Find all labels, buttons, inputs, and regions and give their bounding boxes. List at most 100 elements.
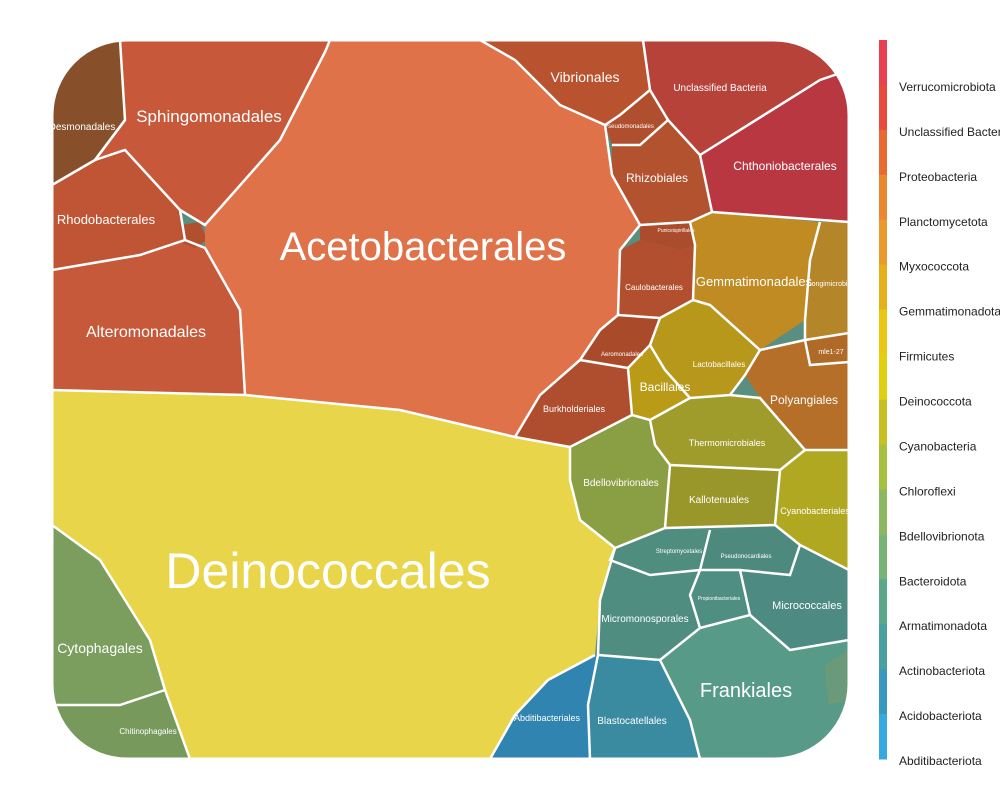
label-chthoniobacterales: Chthoniobacterales: [733, 159, 836, 173]
legend-label: Gemmatimonadota: [899, 305, 1000, 319]
label-sphingomonadales: Sphingomonadales: [136, 107, 282, 126]
label-chitinophagales: Chitinophagales: [119, 727, 176, 736]
legend-label: Abditibacteriota: [899, 754, 982, 768]
label-deinococcales: Deinococcales: [165, 543, 490, 599]
legend-swatch: [879, 174, 887, 221]
cell-burkholderiales[interactable]: [515, 360, 632, 447]
label-streptomycetales: Streptomycetales: [656, 549, 702, 555]
label-unclassified-bacteria: Unclassified Bacteria: [673, 83, 767, 94]
cell-deinococcales[interactable]: [52, 390, 615, 759]
label-pseudonocardiales: Pseudonocardiales: [720, 554, 771, 560]
treemap-area: [52, 40, 849, 759]
legend-swatch: [879, 84, 887, 131]
cell-cyanobacteriales[interactable]: [775, 450, 849, 570]
label-blastocatellales: Blastocatellales: [597, 716, 666, 727]
legend-swatch: [879, 669, 887, 715]
legend-label: Chloroflexi: [899, 484, 956, 498]
label-desmonadales: Desmonadales: [49, 122, 116, 133]
legend-swatch: [879, 129, 887, 176]
cell-blastocatellales[interactable]: [588, 655, 700, 759]
label-puniceispirillales: Puniceispirillales: [658, 228, 695, 234]
cell-chthoniobacterales[interactable]: [700, 70, 849, 222]
legend-label: Proteobacteria: [899, 170, 977, 184]
label-mle1-27: mle1-27: [818, 349, 843, 356]
legend-swatch: [879, 714, 887, 760]
legend-label: Cyanobacteria: [899, 439, 977, 453]
legend-swatch: [879, 40, 887, 86]
cell-borders: [52, 40, 849, 759]
label-vibrionales: Vibrionales: [550, 69, 619, 85]
cell-chitinophagales[interactable]: [52, 690, 190, 759]
label-lactobacillales: Lactobacillales: [693, 360, 745, 369]
cell-caulobacterales[interactable]: [618, 240, 695, 318]
legend-swatch: [879, 264, 887, 311]
cell-cytophagales[interactable]: [52, 525, 165, 705]
cell-vibrionales[interactable]: [480, 40, 650, 125]
cell-sphingomonadales[interactable]: [95, 40, 330, 225]
label-acetobacterales: Acetobacterales: [280, 225, 567, 269]
legend-label: Bacteroidota: [899, 574, 967, 588]
cell-unclassified-bacteria[interactable]: [643, 40, 849, 155]
cell-mle1-27[interactable]: [805, 333, 849, 365]
legend-swatch: [879, 219, 887, 266]
legend-swatch: [879, 534, 887, 580]
cell-pseudonocardiales[interactable]: [700, 525, 800, 575]
cell-frankiales[interactable]: [660, 615, 849, 759]
cell-alteromonadales[interactable]: [52, 240, 245, 395]
cell-thermomicrobiales[interactable]: [650, 395, 805, 470]
label-micromonosporales: Micromonosporales: [601, 614, 688, 625]
label-bdellovibrionales: Bdellovibrionales: [583, 478, 659, 489]
cell-acetobacterales[interactable]: [205, 40, 640, 437]
cell-bacillales[interactable]: [628, 345, 690, 420]
cell-micrococcales[interactable]: [740, 545, 849, 650]
label-cyanobacteriales: Cyanobacteriales: [780, 506, 850, 516]
label-abditibacteriales: Abditibacteriales: [514, 713, 581, 723]
cell-propionibacteriales[interactable]: [690, 570, 750, 628]
label-rhizobiales: Rhizobiales: [626, 171, 688, 185]
cell-bdellovibrionales[interactable]: [570, 415, 670, 548]
label-caulobacterales: Caulobacterales: [625, 283, 683, 292]
label-longimicrobiales: Longimicrobiales: [808, 281, 861, 288]
cell-micromonosporales[interactable]: [598, 560, 700, 660]
cell-kallotenuales[interactable]: [665, 465, 780, 528]
legend-swatch: [879, 444, 887, 490]
label-polyangiales: Polyangiales: [770, 393, 838, 407]
treemap-frame: [50, 38, 851, 761]
label-propionibacteriales: Propionibacteriales: [698, 596, 741, 602]
legend-swatch: [879, 309, 887, 356]
label-alteromonadales: Alteromonadales: [86, 324, 206, 341]
cell-labels: Acetobacterales Deinococcales Sphingomon…: [49, 69, 861, 736]
cell-streptomycetales[interactable]: [610, 528, 710, 575]
legend-label: Firmicutes: [899, 350, 954, 364]
cell-pseudomonadales[interactable]: [605, 90, 668, 145]
label-frankiales: Frankiales: [700, 680, 792, 702]
cell-lactobacillales[interactable]: [650, 300, 760, 398]
legend-swatch: [879, 624, 887, 670]
legend-label: Bdellovibrionota: [899, 529, 985, 543]
label-rhodobacterales: Rhodobacterales: [57, 212, 156, 227]
cell-desmonadales[interactable]: [52, 40, 125, 185]
legend-label: Deinococcota: [899, 395, 972, 409]
legend-label: Myxococcota: [899, 260, 969, 274]
legend-swatch: [879, 579, 887, 625]
label-thermomicrobiales: Thermomicrobiales: [689, 438, 766, 448]
label-kallotenuales: Kallotenuales: [689, 495, 749, 506]
cell-longimicrobiales[interactable]: [805, 222, 849, 340]
legend-label: Actinobacteriota: [899, 664, 985, 678]
label-bacillales: Bacillales: [640, 380, 691, 394]
legend-swatch: [879, 489, 887, 535]
label-aeromonadales: Aeromonadales: [601, 352, 643, 358]
cell-small-right-bottom: [825, 650, 849, 705]
label-gemmatimonadales: Gemmatimonadales: [696, 274, 813, 289]
legend-swatch: [879, 354, 887, 400]
legend-label: Verrucomicrobiota: [899, 80, 996, 94]
legend-label: Armatimonadota: [899, 619, 987, 633]
label-burkholderiales: Burkholderiales: [543, 404, 606, 414]
legend-label: Unclassified Bacteria: [899, 125, 1000, 139]
legend-label: Acidobacteriota: [899, 709, 982, 723]
label-cytophagales: Cytophagales: [57, 640, 143, 656]
cell-abditibacteriales[interactable]: [490, 655, 598, 759]
legend-label: Planctomycetota: [899, 215, 988, 229]
cell-puniceispirillales[interactable]: [640, 222, 695, 250]
